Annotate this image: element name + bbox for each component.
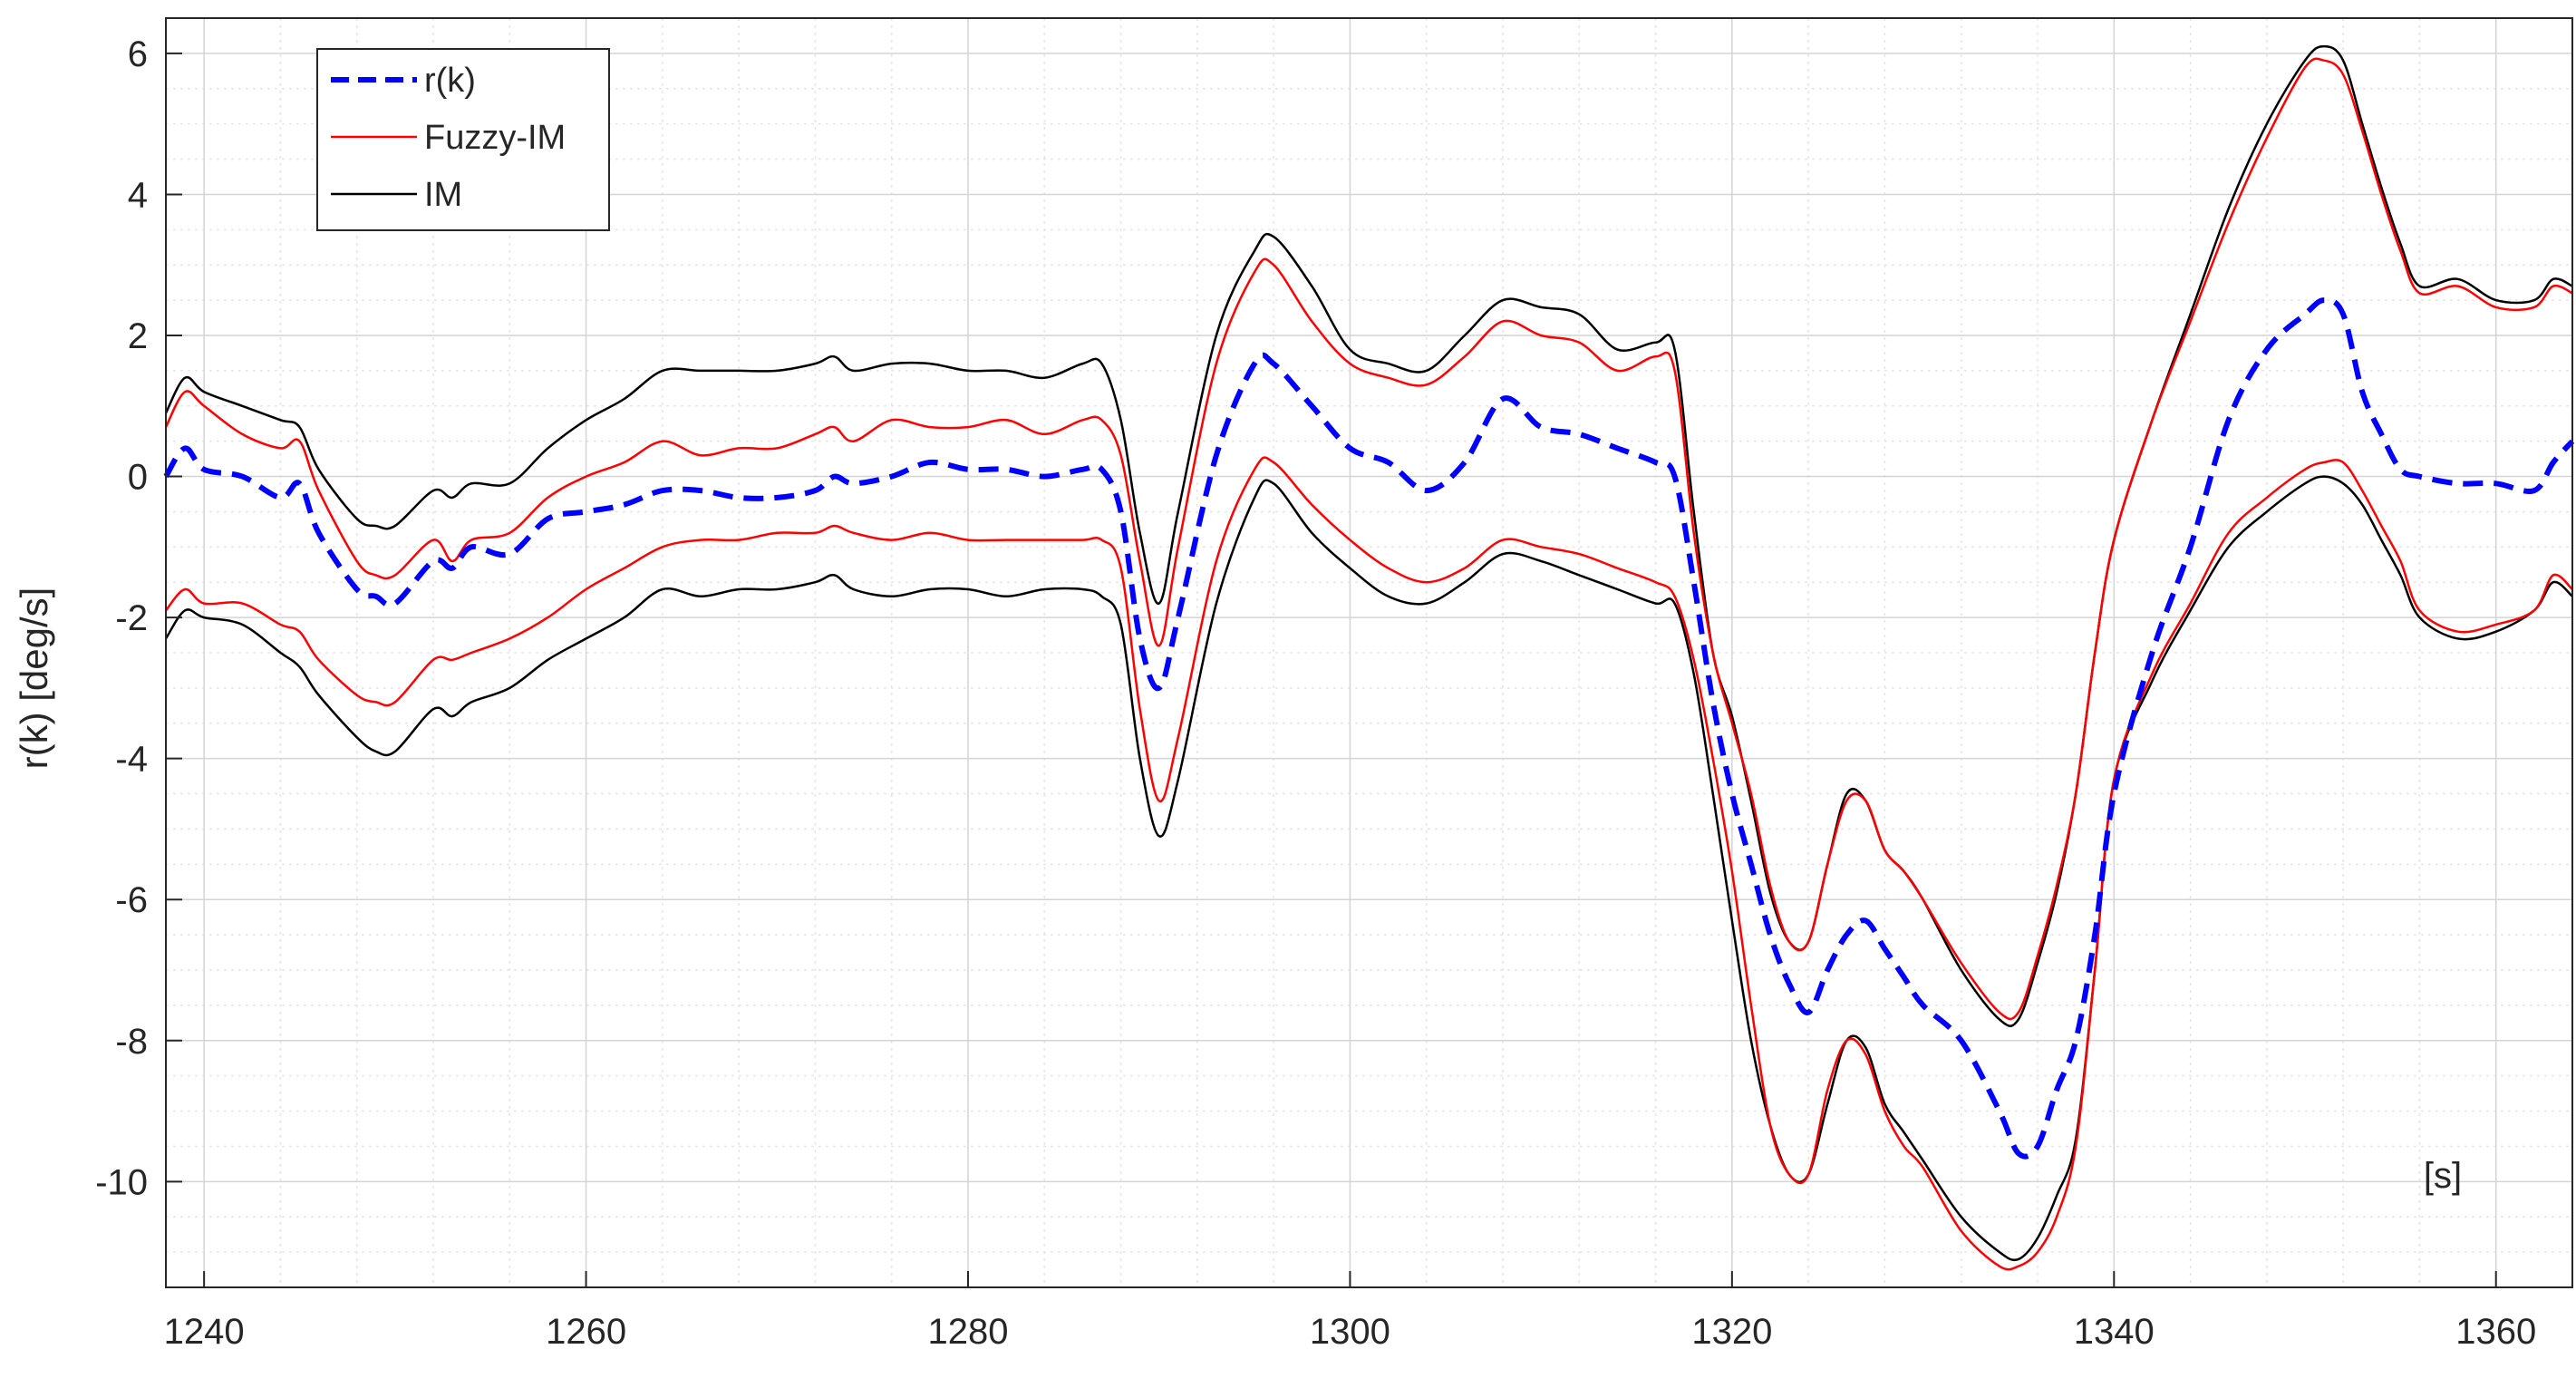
y-axis-title: r(k) [deg/s] bbox=[13, 587, 55, 770]
legend: r(k) Fuzzy-IM IM bbox=[316, 48, 610, 231]
series-line-fuzzy-lower bbox=[165, 456, 2573, 1271]
y-tick-label: -4 bbox=[115, 740, 148, 780]
legend-label-im: IM bbox=[424, 176, 462, 214]
x-tick-label: 1300 bbox=[1310, 1312, 1390, 1352]
legend-label-fuzzy: Fuzzy-IM bbox=[424, 119, 566, 157]
x-tick-label: 1340 bbox=[2074, 1312, 2155, 1352]
series-line-im-lower bbox=[164, 475, 2573, 1262]
y-tick-label: -8 bbox=[115, 1022, 148, 1062]
x-tick-label: 1280 bbox=[928, 1312, 1009, 1352]
series-line-r bbox=[163, 297, 2575, 1160]
y-tick-label: 0 bbox=[128, 458, 148, 498]
legend-label-r: r(k) bbox=[424, 62, 476, 100]
series-line-im-upper bbox=[164, 44, 2573, 1027]
x-tick-labels: 1240 1260 1280 1300 1320 1340 1360 bbox=[164, 1312, 2537, 1352]
x-unit-annotation: [s] bbox=[2424, 1156, 2462, 1196]
y-tick-labels: 6 4 2 0 -2 -4 -6 -8 -10 bbox=[95, 34, 148, 1202]
y-tick-label: -10 bbox=[95, 1162, 148, 1202]
x-tick-label: 1260 bbox=[546, 1312, 626, 1352]
x-tick-label: 1320 bbox=[1691, 1312, 1772, 1352]
plot-frame bbox=[165, 17, 2573, 1288]
y-tick-label: 6 bbox=[128, 34, 148, 74]
y-tick-label: -2 bbox=[115, 598, 148, 638]
series-line-fuzzy-upper bbox=[164, 57, 2573, 1021]
axis-ticks bbox=[166, 52, 2497, 1287]
y-tick-label: 2 bbox=[128, 316, 148, 356]
x-tick-label: 1240 bbox=[164, 1312, 245, 1352]
y-tick-label: -6 bbox=[115, 880, 148, 920]
x-tick-label: 1360 bbox=[2455, 1312, 2536, 1352]
series-lines bbox=[163, 44, 2575, 1271]
y-tick-label: 4 bbox=[128, 175, 148, 215]
